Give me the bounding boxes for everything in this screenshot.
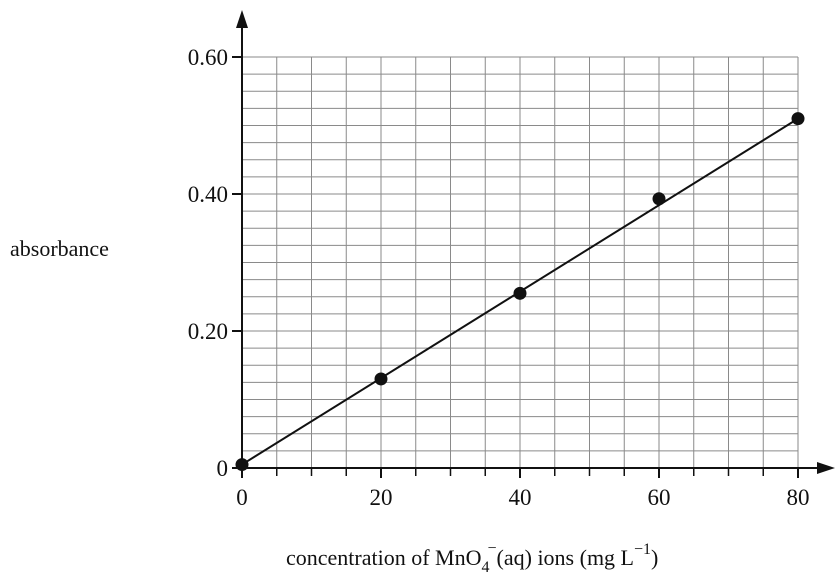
data-point: [513, 286, 527, 300]
y-tick-label: 0: [217, 456, 229, 481]
x-axis-label-subscript: 4: [482, 559, 490, 576]
x-axis-label-prefix: concentration of MnO: [286, 545, 482, 570]
data-point: [374, 372, 388, 386]
x-axis-label-suffix: ): [651, 545, 658, 570]
x-axis-label-middle: (aq) ions (mg L: [497, 545, 634, 570]
x-axis-label: concentration of MnO4 −(aq) ions (mg L−1): [286, 540, 658, 576]
y-tick-label: 0.60: [188, 45, 228, 70]
ticks: 0 20 40 60 80 0 0.20 0.40 0.60: [188, 45, 810, 510]
x-tick-label: 0: [236, 485, 248, 510]
axes: [236, 10, 835, 474]
data-points: [235, 112, 805, 472]
y-tick-label: 0.40: [188, 182, 228, 207]
x-axis-label-superscript: −: [488, 540, 497, 557]
x-tick-label: 20: [370, 485, 393, 510]
y-axis-label: absorbance: [10, 236, 109, 261]
y-axis-arrow: [236, 10, 248, 28]
data-point: [652, 192, 666, 206]
x-axis-arrow: [817, 462, 835, 474]
grid: [241, 56, 799, 469]
x-tick-label: 40: [509, 485, 532, 510]
x-tick-label: 60: [648, 485, 671, 510]
y-tick-label: 0.20: [188, 319, 228, 344]
data-point: [235, 458, 249, 472]
x-axis-label-superscript2: −1: [634, 541, 651, 558]
x-tick-label: 80: [787, 485, 810, 510]
data-point: [791, 112, 805, 126]
